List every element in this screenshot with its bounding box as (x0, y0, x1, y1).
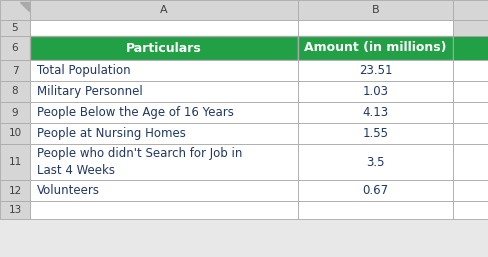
Bar (30, 81, 298, 102)
Bar (30, 180, 298, 201)
Bar (298, 180, 453, 201)
Text: B: B (372, 5, 379, 15)
Bar (0, 0, 30, 20)
Text: 23.51: 23.51 (359, 64, 392, 77)
Text: Volunteers: Volunteers (37, 184, 100, 197)
Bar (453, 180, 488, 201)
Bar (298, 144, 453, 180)
Bar (0, 36, 30, 60)
Text: 13: 13 (8, 205, 21, 215)
Bar (298, 60, 453, 81)
Bar (298, 36, 453, 60)
Bar (0, 60, 30, 81)
Bar (298, 201, 453, 219)
Bar (298, 0, 453, 20)
Bar (0, 102, 30, 123)
Text: 5: 5 (12, 23, 19, 33)
Text: People Below the Age of 16 Years: People Below the Age of 16 Years (37, 106, 234, 119)
Text: 0.67: 0.67 (363, 184, 388, 197)
Bar (30, 102, 298, 123)
Bar (453, 36, 488, 60)
Bar (30, 201, 298, 219)
Bar (0, 144, 30, 180)
Bar (0, 201, 30, 219)
Text: 8: 8 (12, 87, 19, 96)
Text: 1.55: 1.55 (363, 127, 388, 140)
Text: People at Nursing Homes: People at Nursing Homes (37, 127, 186, 140)
Text: 1.03: 1.03 (363, 85, 388, 98)
Bar (30, 60, 298, 81)
Text: 12: 12 (8, 186, 21, 196)
Text: 11: 11 (8, 157, 21, 167)
Text: People who didn't Search for Job in
Last 4 Weeks: People who didn't Search for Job in Last… (37, 148, 243, 177)
Bar (453, 102, 488, 123)
Text: Particulars: Particulars (126, 41, 202, 54)
Text: 6: 6 (12, 43, 19, 53)
Text: Amount (in millions): Amount (in millions) (304, 41, 447, 54)
Bar (453, 0, 488, 20)
Bar (298, 20, 453, 36)
Bar (30, 123, 298, 144)
Bar (0, 20, 30, 36)
Bar (0, 81, 30, 102)
Bar (30, 36, 298, 60)
Text: Military Personnel: Military Personnel (37, 85, 143, 98)
Bar (30, 20, 298, 36)
Bar (298, 123, 453, 144)
Bar (298, 81, 453, 102)
Text: 9: 9 (12, 107, 19, 117)
Polygon shape (20, 2, 29, 11)
Bar (30, 0, 298, 20)
Bar (453, 81, 488, 102)
Bar (453, 60, 488, 81)
Bar (453, 123, 488, 144)
Bar (30, 144, 298, 180)
Text: 4.13: 4.13 (363, 106, 388, 119)
Text: A: A (160, 5, 168, 15)
Text: 7: 7 (12, 66, 19, 76)
Text: 10: 10 (8, 128, 21, 139)
Text: 3.5: 3.5 (366, 155, 385, 169)
Bar (298, 102, 453, 123)
Bar (0, 180, 30, 201)
Bar (453, 20, 488, 36)
Text: Total Population: Total Population (37, 64, 131, 77)
Bar (453, 201, 488, 219)
Bar (453, 144, 488, 180)
Bar (0, 123, 30, 144)
